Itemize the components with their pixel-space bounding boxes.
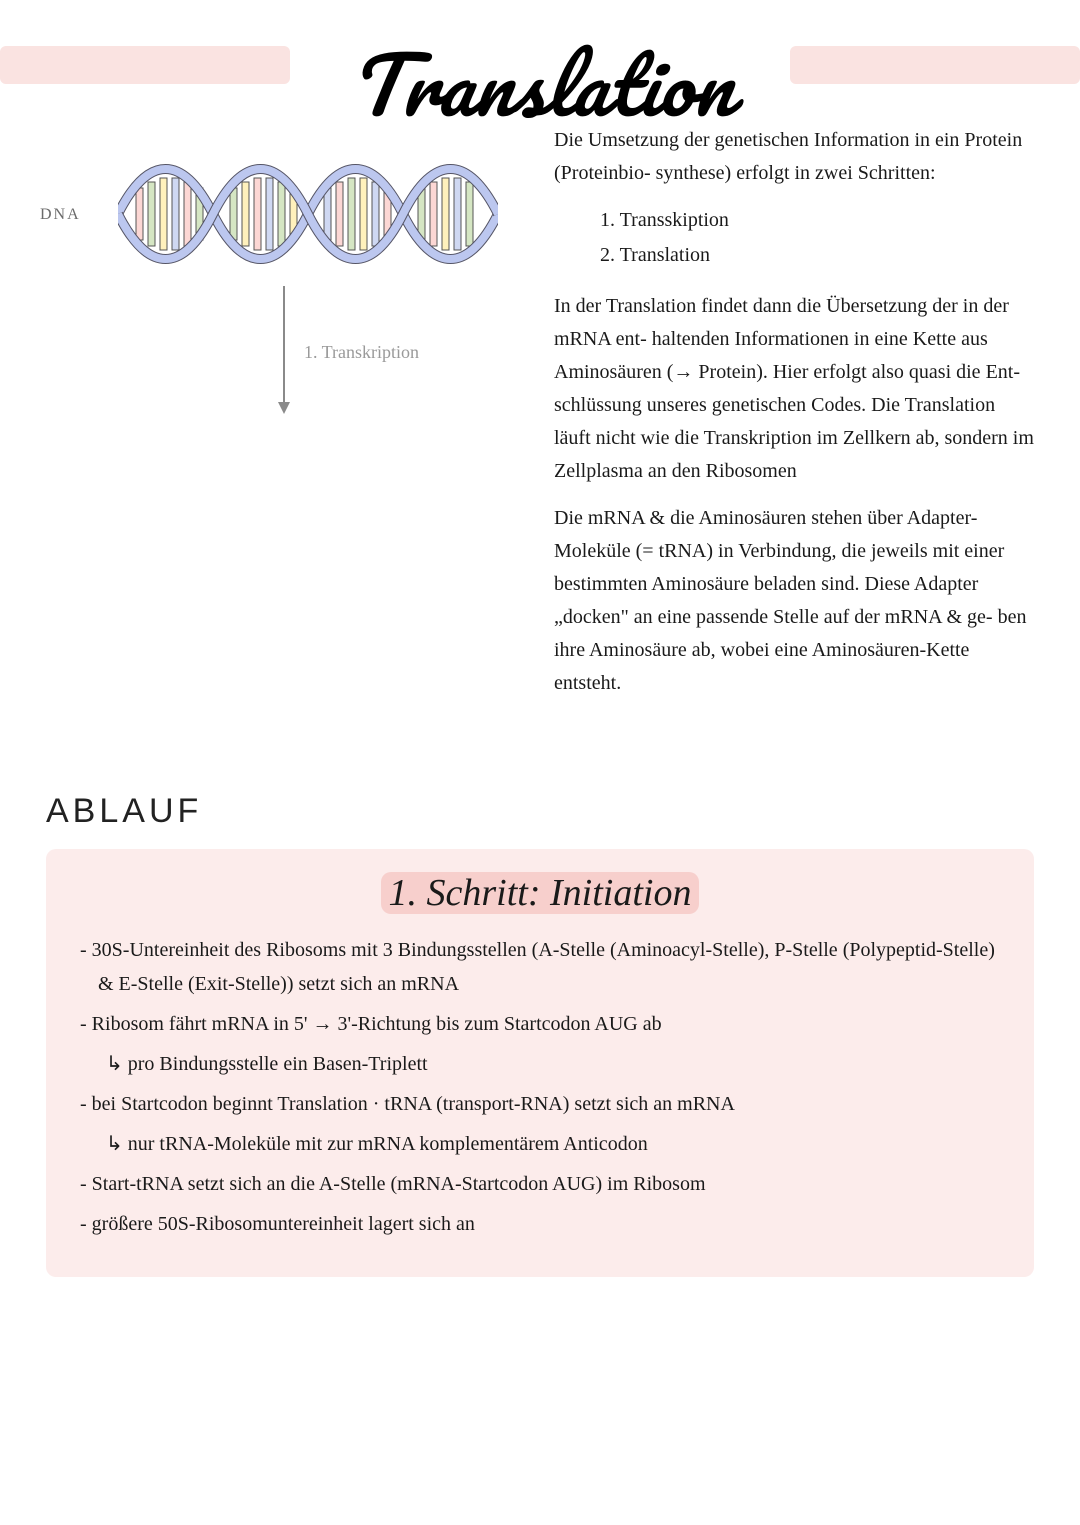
list-item: nur tRNA-Moleküle mit zur mRNA komplemen… — [80, 1127, 1006, 1161]
list-item: bei Startcodon beginnt Translation · tRN… — [80, 1087, 1006, 1121]
arrow-transcription — [264, 282, 304, 422]
list-item: 30S-Untereinheit des Ribosoms mit 3 Bind… — [80, 933, 1006, 1001]
list-item: Start-tRNA setzt sich an die A-Stelle (m… — [80, 1167, 1006, 1201]
page-title-band: Translation — [0, 18, 1080, 114]
list-item: pro Bindungsstelle ein Basen-Triplett — [80, 1047, 1006, 1081]
intro-columns: DNA — [0, 114, 1080, 764]
intro-p3: Die mRNA & die Aminosäuren stehen über A… — [554, 502, 1034, 700]
dna-helix-illustration — [118, 154, 498, 274]
intro-steps: 1. Transskiption 2. Translation — [600, 204, 1034, 272]
label-arrow1: 1. Transkription — [304, 342, 419, 363]
intro-p2: In der Translation findet dann die Übers… — [554, 290, 1034, 488]
section-heading-ablauf: ABLAUF — [0, 764, 1080, 849]
step-title-text: 1. Schritt: Initiation — [381, 872, 700, 914]
diagram-column: DNA — [46, 124, 526, 764]
label-dna: DNA — [40, 206, 81, 224]
step-initiation-box: 1. Schritt: Initiation 30S-Untereinheit … — [46, 849, 1034, 1277]
intro-step1: 1. Transskiption — [600, 204, 1034, 237]
step-list: 30S-Untereinheit des Ribosoms mit 3 Bind… — [74, 933, 1006, 1241]
intro-text: Die Umsetzung der genetischen Informatio… — [554, 124, 1034, 764]
intro-step2: 2. Translation — [600, 239, 1034, 272]
step-title: 1. Schritt: Initiation — [74, 871, 1006, 915]
list-item: größere 50S-Ribosomuntereinheit lagert s… — [80, 1207, 1006, 1241]
list-item: Ribosom fährt mRNA in 5' → 3'-Richtung b… — [80, 1007, 1006, 1041]
